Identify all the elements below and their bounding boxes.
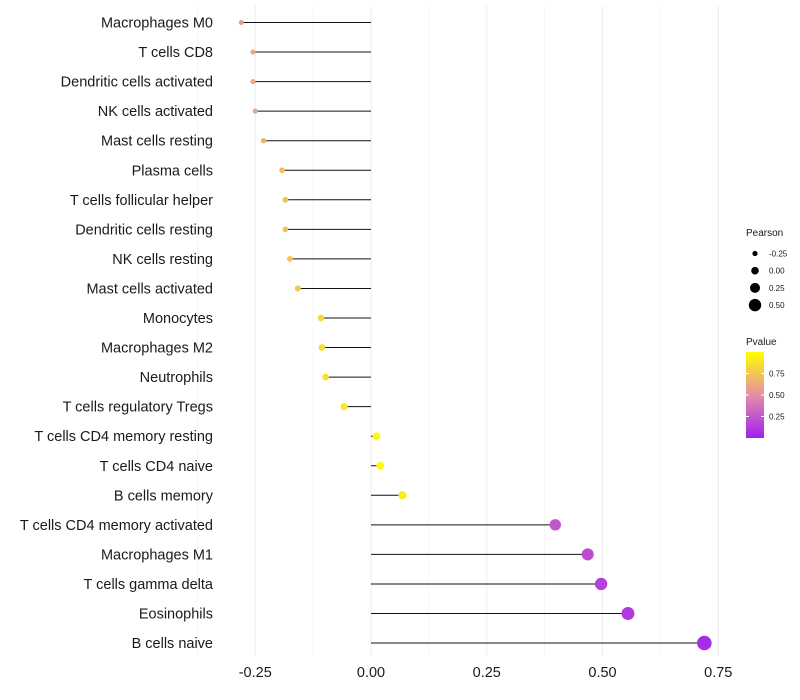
pvalue-legend-title: Pvalue <box>746 337 777 348</box>
category-label: Mast cells activated <box>86 281 213 297</box>
lollipop-point <box>697 635 712 651</box>
lollipop-stems <box>241 22 705 644</box>
category-label: B cells memory <box>114 488 214 504</box>
x-tick-label: 0.75 <box>704 665 732 681</box>
pearson-legend-key <box>750 282 760 293</box>
category-label: T cells CD4 memory resting <box>34 429 213 445</box>
lollipop-point <box>287 255 293 262</box>
category-label: T cells follicular helper <box>70 193 213 209</box>
lollipop-point <box>317 314 325 322</box>
x-axis-ticks: -0.25 0.00 0.25 0.50 0.75 <box>239 665 733 681</box>
category-label: Plasma cells <box>132 163 213 179</box>
pvalue-legend-label: 0.25 <box>769 413 785 422</box>
pearson-legend-title: Pearson <box>746 228 783 239</box>
category-label: Monocytes <box>143 311 213 327</box>
category-label: T cells CD4 memory activated <box>20 518 213 534</box>
lollipop-point <box>398 491 407 500</box>
lollipop-point <box>340 403 348 411</box>
pvalue-color-legend: Pvalue 0.25 0.50 0.75 <box>746 337 785 438</box>
pearson-legend-label: 0.00 <box>769 267 785 276</box>
lollipop-point <box>250 79 256 85</box>
category-labels: Macrophages M0 T cells CD8 Dendritic cells… <box>20 16 214 653</box>
category-label: T cells gamma delta <box>84 577 214 593</box>
lollipop-point <box>279 167 285 174</box>
category-label: Dendritic cells activated <box>61 75 213 91</box>
pearson-legend-key <box>752 250 758 257</box>
lollipop-point <box>294 285 301 292</box>
category-label: Macrophages M0 <box>101 16 213 32</box>
category-label: Macrophages M2 <box>101 341 213 357</box>
pvalue-legend-label: 0.75 <box>769 370 785 379</box>
lollipop-point <box>250 49 256 55</box>
pearson-legend-label: 0.50 <box>769 301 785 310</box>
pearson-legend-key <box>751 266 759 275</box>
lollipop-point <box>282 196 289 203</box>
category-label: T cells CD4 naive <box>100 459 213 475</box>
category-label: T cells regulatory Tregs <box>63 400 213 416</box>
grid-lines <box>196 6 719 656</box>
category-label: Neutrophils <box>140 370 213 386</box>
lollipop-point <box>260 138 267 144</box>
pvalue-legend-label: 0.50 <box>769 391 785 400</box>
x-tick-label: -0.25 <box>239 665 272 681</box>
lollipop-point <box>322 373 329 381</box>
x-tick-label: 0.50 <box>588 665 616 681</box>
category-label: Mast cells resting <box>101 134 213 150</box>
pearson-legend-label: 0.25 <box>769 284 785 293</box>
category-label: Eosinophils <box>139 607 213 623</box>
category-label: Macrophages M1 <box>101 547 213 563</box>
lollipop-point <box>238 20 244 25</box>
lollipop-point <box>549 519 561 531</box>
pearson-size-legend: Pearson -0.25 0.00 0.25 0.50 <box>746 228 788 312</box>
x-tick-label: 0.25 <box>473 665 501 681</box>
pearson-legend-key <box>748 298 762 312</box>
lollipop-point <box>372 432 381 441</box>
lollipop-point <box>581 548 594 561</box>
lollipop-point <box>594 577 608 591</box>
lollipop-point <box>621 607 635 620</box>
lollipop-points <box>238 20 712 651</box>
pvalue-colorbar <box>746 352 764 438</box>
category-label: NK cells activated <box>98 104 213 120</box>
x-tick-label: 0.00 <box>357 665 385 681</box>
pearson-legend-label: -0.25 <box>769 250 788 259</box>
category-label: T cells CD8 <box>138 45 213 61</box>
lollipop-point <box>376 461 385 470</box>
lollipop-point <box>318 344 326 351</box>
lollipop-point <box>252 108 258 114</box>
category-label: B cells naive <box>132 636 213 652</box>
category-label: NK cells resting <box>112 252 213 268</box>
lollipop-point <box>282 226 289 233</box>
category-label: Dendritic cells resting <box>75 222 213 238</box>
